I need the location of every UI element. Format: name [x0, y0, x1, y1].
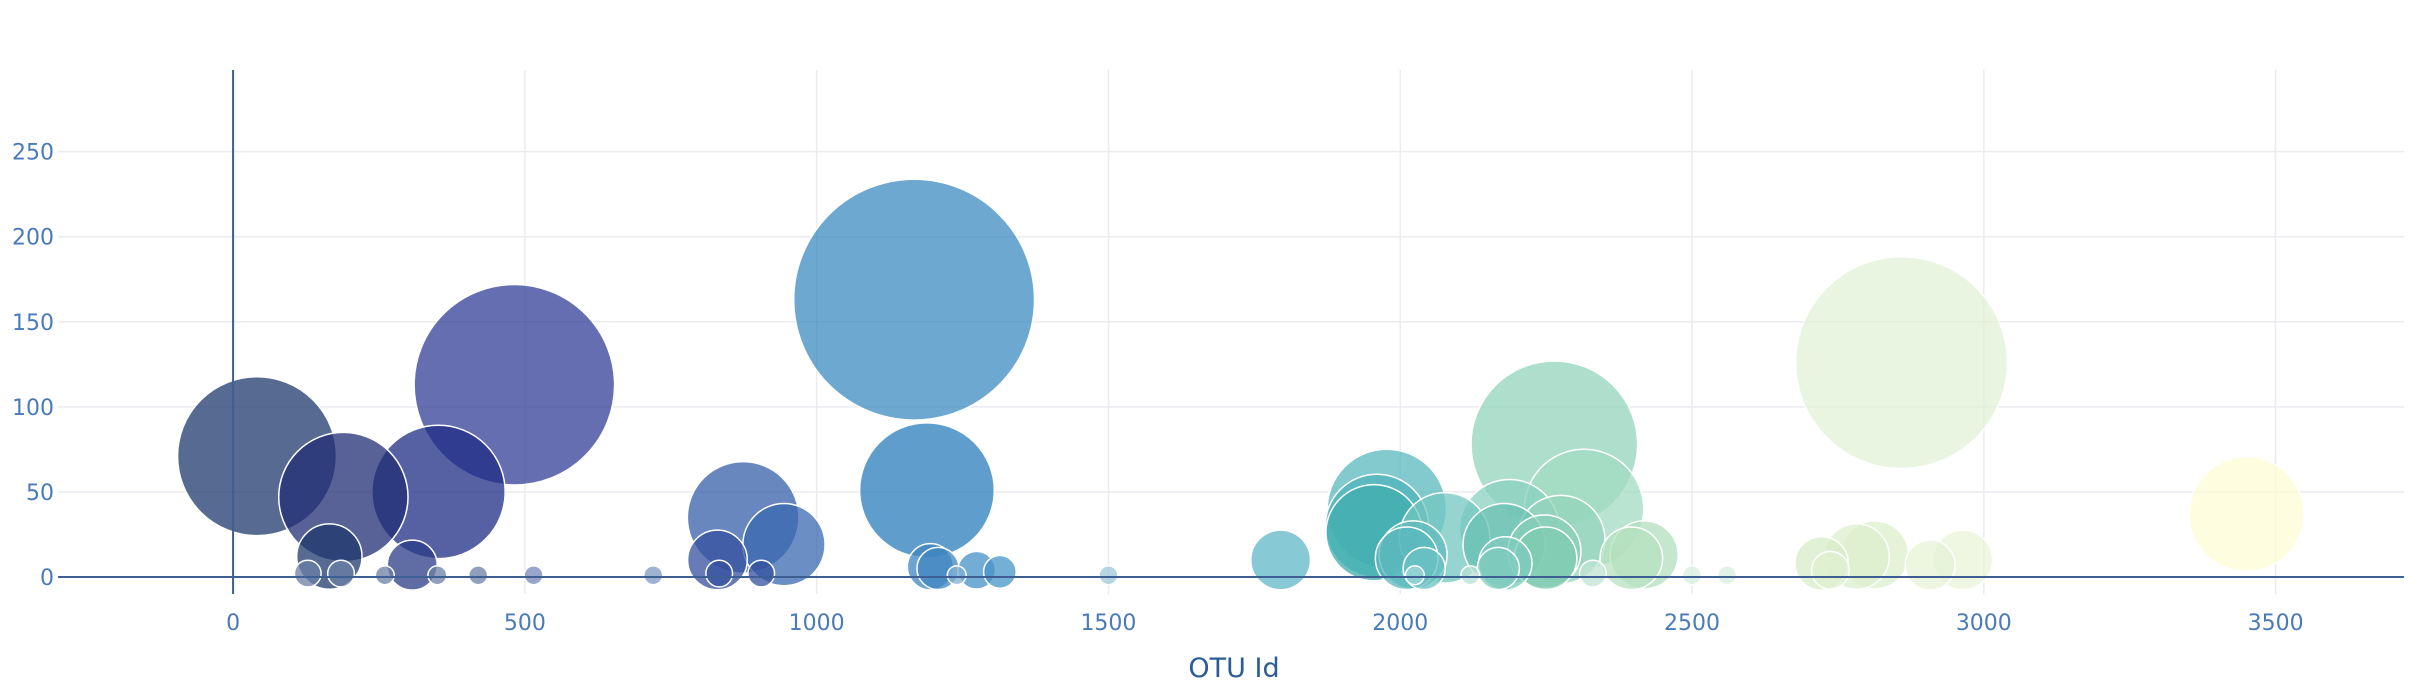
- y-tick-label: 100: [12, 396, 54, 421]
- x-tick-label: 2000: [1372, 611, 1428, 636]
- bubble-point[interactable]: [705, 559, 734, 588]
- bubble-point[interactable]: [427, 565, 448, 586]
- bubble-point[interactable]: [792, 178, 1036, 421]
- bubble-point[interactable]: [293, 559, 322, 588]
- y-tick-label: 0: [40, 566, 54, 591]
- bubble-point[interactable]: [1460, 565, 1481, 586]
- bubble-point[interactable]: [1810, 550, 1850, 590]
- bubble-point[interactable]: [374, 565, 395, 586]
- axes: [58, 70, 2404, 594]
- bubble-point[interactable]: [1404, 565, 1426, 586]
- bubble-point[interactable]: [858, 422, 996, 559]
- bubble-point[interactable]: [1578, 559, 1607, 588]
- x-tick-label: 500: [504, 611, 546, 636]
- bubble-point[interactable]: [946, 565, 967, 586]
- bubble-point[interactable]: [643, 565, 664, 586]
- y-tick-label: 50: [26, 481, 54, 506]
- bubble-point[interactable]: [1716, 565, 1738, 586]
- x-tick-label: 0: [226, 611, 240, 636]
- bubble-point[interactable]: [1904, 539, 1956, 591]
- x-tick-label: 2500: [1664, 611, 1720, 636]
- x-tick-label: 1500: [1080, 611, 1136, 636]
- bubble-point[interactable]: [326, 559, 356, 588]
- bubble-point[interactable]: [2188, 455, 2305, 573]
- y-tick-label: 150: [12, 311, 54, 336]
- x-axis-title: OTU Id: [1188, 653, 1279, 684]
- bubble-point[interactable]: [1250, 529, 1312, 591]
- bubble-point[interactable]: [386, 539, 438, 591]
- y-tick-label: 250: [12, 141, 54, 166]
- bubble-point[interactable]: [982, 554, 1017, 589]
- bubble-point[interactable]: [747, 559, 776, 588]
- x-tick-label: 3500: [2248, 611, 2304, 636]
- bubble-point[interactable]: [523, 565, 544, 586]
- bubble-point[interactable]: [1794, 256, 2009, 470]
- x-tick-label: 3000: [1956, 611, 2012, 636]
- bubble-point[interactable]: [1098, 565, 1119, 586]
- bubble-point[interactable]: [1476, 546, 1521, 591]
- bubble-point[interactable]: [1599, 526, 1664, 591]
- bubble-point[interactable]: [1681, 565, 1703, 586]
- bubbles: [176, 178, 2305, 591]
- y-tick-label: 200: [12, 226, 54, 251]
- x-tick-label: 1000: [789, 611, 845, 636]
- tick-labels: 0 500 1000 1500 2000 2500 3000 3500 0 50 100 150 200…: [12, 141, 2304, 636]
- bubble-point[interactable]: [467, 565, 489, 586]
